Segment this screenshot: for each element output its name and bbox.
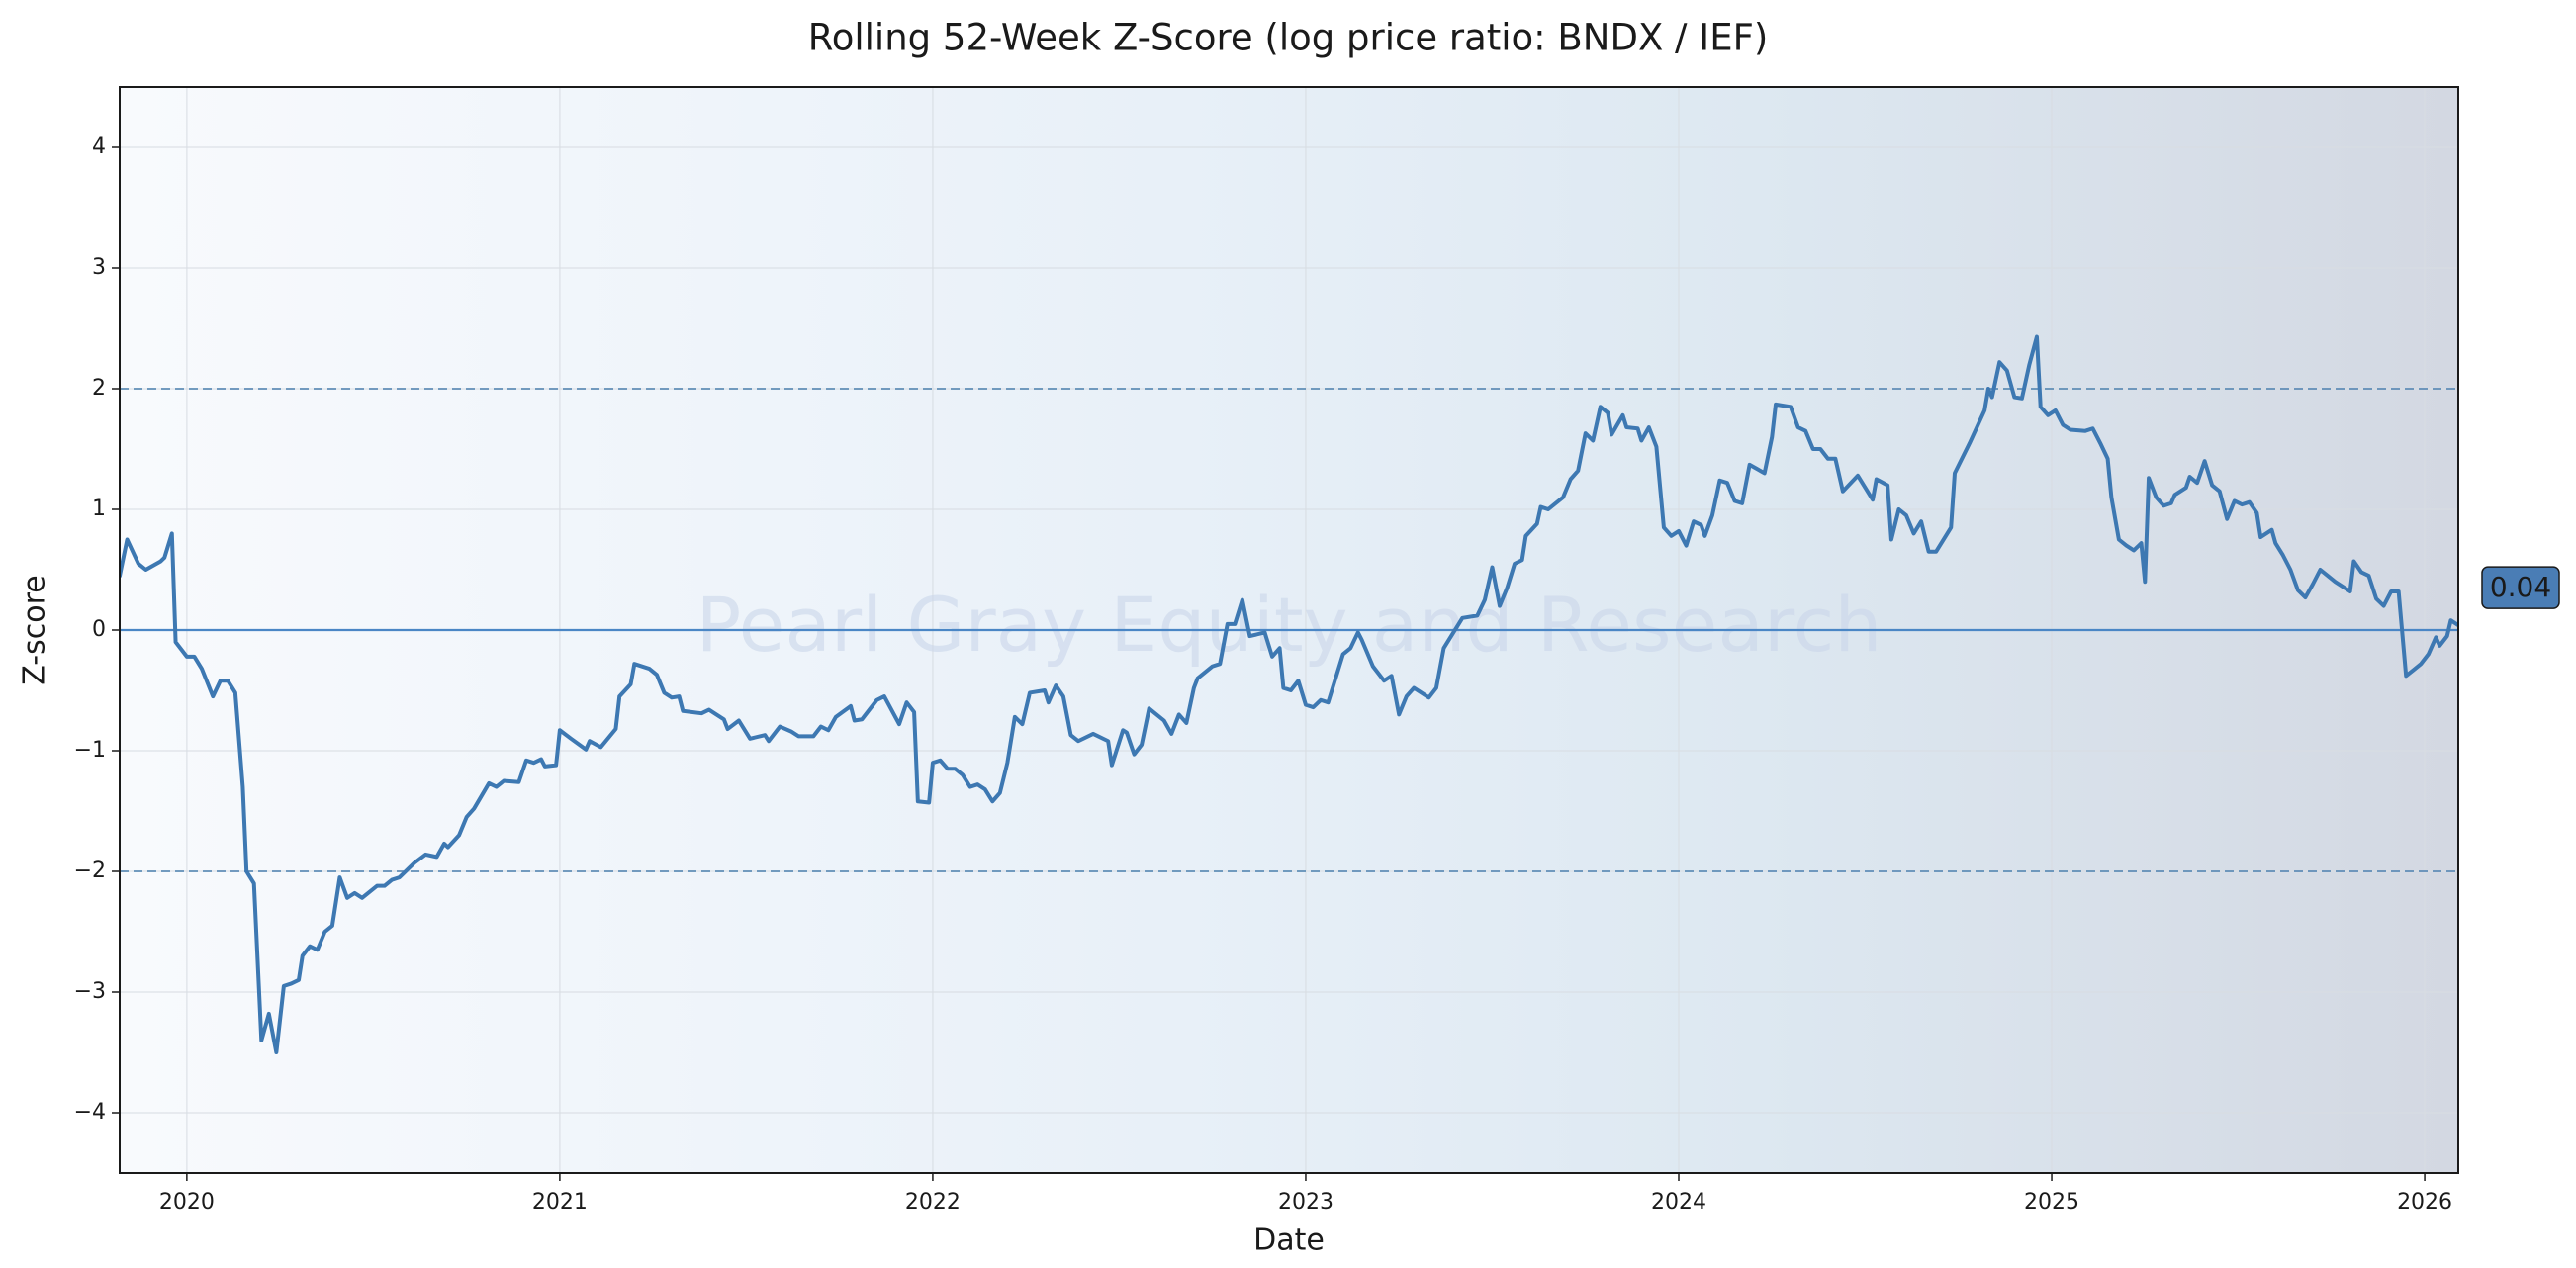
watermark: Pearl Gray Equity and Research bbox=[695, 581, 1882, 669]
y-tick-label: −2 bbox=[74, 859, 106, 883]
x-axis-label: Date bbox=[1253, 1223, 1325, 1258]
axes: −4 −3 −2 −1 0 1 2 3 4 2020 2021 2022 2023 2024 2025 202… bbox=[74, 135, 2560, 1215]
y-tick-label: 0 bbox=[92, 617, 106, 642]
x-tick-label: 2026 bbox=[2397, 1190, 2452, 1215]
x-tick-label: 2021 bbox=[532, 1190, 588, 1215]
y-tick-label: 1 bbox=[92, 497, 106, 521]
x-tick-label: 2025 bbox=[2024, 1190, 2079, 1215]
x-tick-label: 2024 bbox=[1651, 1190, 1706, 1215]
chart-title: Rolling 52-Week Z-Score (log price ratio… bbox=[808, 17, 1769, 59]
last-value-label: 0.04 bbox=[2490, 571, 2551, 603]
y-tick-label: −3 bbox=[74, 979, 106, 1004]
data-layer bbox=[120, 334, 2458, 1054]
last-value-badge bbox=[2481, 566, 2560, 609]
y-axis-label: Z-score bbox=[18, 575, 52, 684]
x-tick-label: 2023 bbox=[1278, 1190, 1334, 1215]
y-tick-label: −4 bbox=[74, 1100, 106, 1125]
y-tick-label: 2 bbox=[92, 376, 106, 401]
y-tick-label: −1 bbox=[74, 738, 106, 763]
x-tick-label: 2020 bbox=[159, 1190, 215, 1215]
y-tick-label: 3 bbox=[92, 255, 106, 280]
x-tick-label: 2022 bbox=[905, 1190, 961, 1215]
z-score-line bbox=[120, 334, 2458, 1054]
y-tick-label: 4 bbox=[92, 135, 106, 159]
